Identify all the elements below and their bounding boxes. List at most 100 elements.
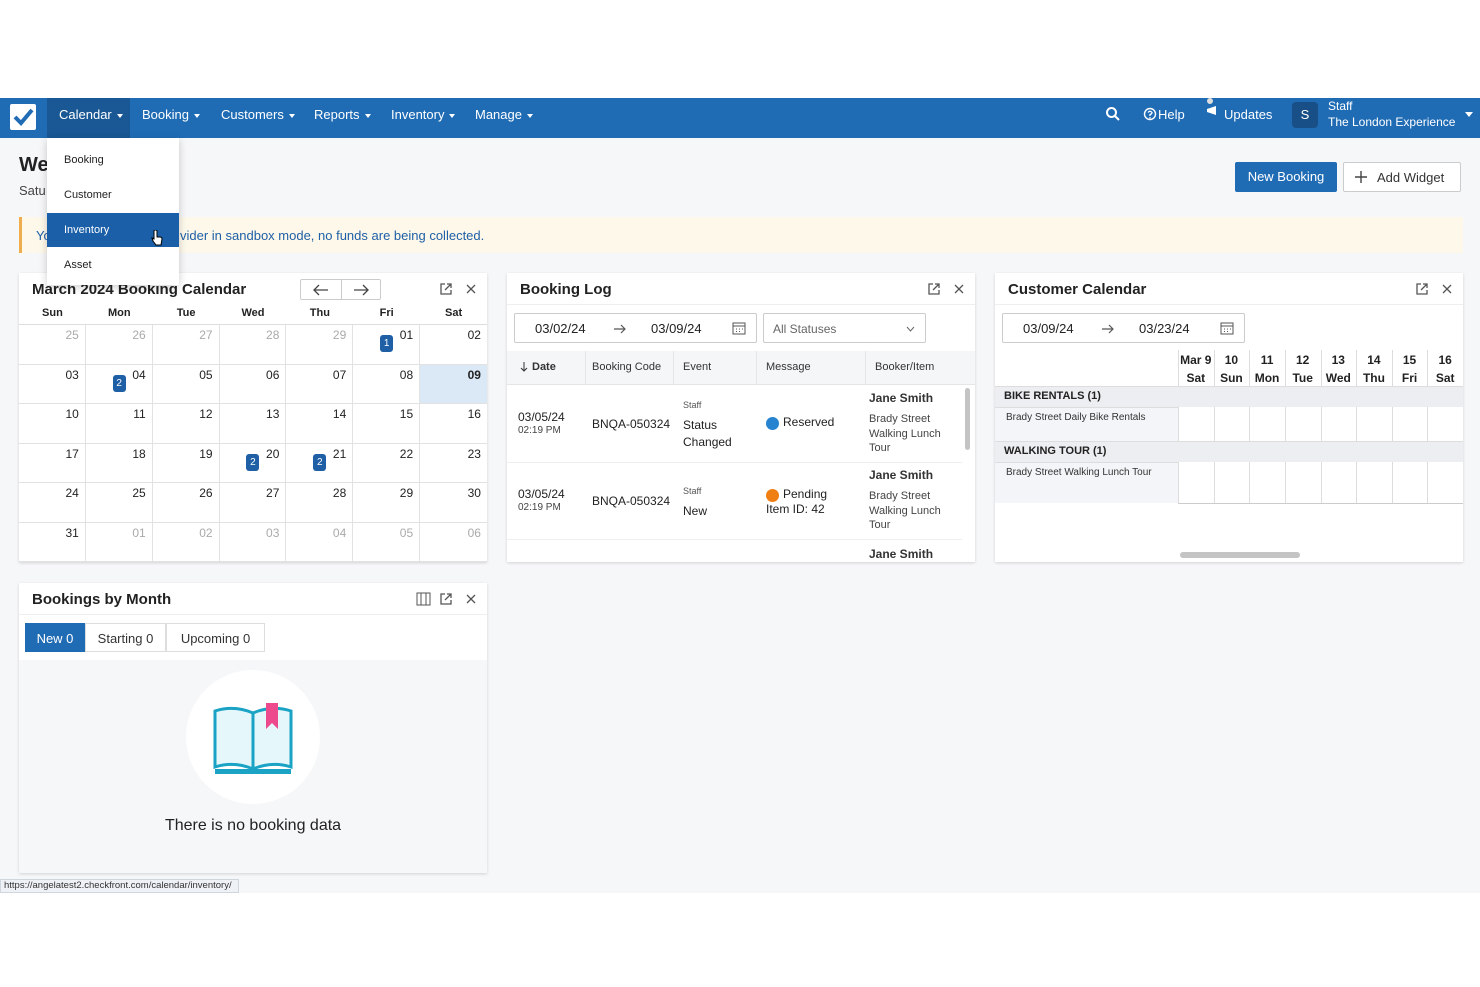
column-header[interactable]: Booking Code — [592, 361, 662, 373]
day-cell[interactable]: 01 — [85, 522, 153, 562]
day-cell[interactable]: 28 — [219, 325, 287, 365]
add-widget-button[interactable]: Add Widget — [1343, 162, 1461, 192]
column-header[interactable]: Booker/Item — [875, 361, 935, 373]
updates-link[interactable]: Updates — [1224, 107, 1273, 122]
day-cell[interactable]: 03 — [19, 364, 86, 404]
day-cell[interactable]: 01 1 — [353, 325, 421, 365]
column-header[interactable]: Event — [683, 361, 712, 373]
day-cell[interactable]: 30 — [420, 483, 487, 523]
day-cell[interactable]: 05 — [152, 364, 220, 404]
day-cell[interactable]: 25 — [85, 483, 153, 523]
day-cell[interactable]: 26 — [85, 325, 153, 365]
dropdown-item[interactable]: Booking — [47, 143, 179, 177]
tab[interactable]: New 0 — [25, 623, 85, 652]
nav-item[interactable]: Inventory — [379, 98, 463, 138]
nav-item[interactable]: Reports — [302, 98, 379, 138]
date-range[interactable]: 03/02/24 03/09/24 — [514, 313, 757, 343]
booking-count-badge[interactable]: 2 — [112, 374, 126, 392]
book-illustration[interactable] — [212, 701, 294, 775]
nav-item[interactable]: Customers — [209, 98, 302, 138]
next-month[interactable] — [353, 284, 369, 296]
day-cell[interactable]: 15 — [353, 404, 421, 444]
day-cell[interactable]: 09 — [420, 364, 487, 404]
logo[interactable] — [10, 104, 36, 130]
column-header[interactable]: Date — [532, 361, 556, 373]
day-cell[interactable]: 06 — [219, 364, 287, 404]
day-cell[interactable]: 02 — [420, 325, 487, 365]
popout-icon[interactable] — [927, 282, 941, 296]
status-select[interactable]: All Statuses — [763, 313, 926, 343]
item-name[interactable]: Brady Street Daily Bike Rentals — [1006, 412, 1146, 423]
day-cell[interactable]: 10 — [19, 404, 86, 444]
day-cell[interactable]: 03 — [219, 522, 287, 562]
day-cell[interactable]: 29 — [353, 483, 421, 523]
calendar-icon[interactable] — [732, 321, 746, 335]
day-cell[interactable]: 26 — [152, 483, 220, 523]
nav-item[interactable]: Booking — [130, 98, 209, 138]
tab[interactable]: Upcoming 0 — [166, 623, 265, 652]
day-cell[interactable]: 05 — [353, 522, 421, 562]
day-cell[interactable]: 08 — [353, 364, 421, 404]
tab[interactable]: Starting 0 — [85, 623, 166, 652]
new-booking-button[interactable]: New Booking — [1235, 162, 1337, 192]
dropdown-item[interactable]: Asset — [47, 248, 179, 282]
day-cell[interactable]: 12 — [152, 404, 220, 444]
close-icon[interactable] — [1441, 283, 1453, 295]
day-cell[interactable]: 24 — [19, 483, 86, 523]
account-caret[interactable] — [1465, 112, 1473, 118]
date-range[interactable]: 03/09/24 03/23/24 — [1002, 313, 1245, 343]
booking-code[interactable]: BNQA-050324 — [592, 417, 671, 431]
dropdown-item[interactable]: Customer — [47, 178, 179, 212]
day-cell[interactable]: 27 — [152, 325, 220, 365]
select-caret[interactable] — [906, 326, 915, 332]
cursor[interactable] — [151, 230, 163, 246]
booking-count-badge[interactable]: 2 — [246, 453, 260, 471]
day-cell[interactable]: 16 — [420, 404, 487, 444]
day-cell[interactable]: 27 — [219, 483, 287, 523]
booker-name[interactable]: Jane Smith — [869, 468, 934, 482]
range-arrow[interactable] — [1101, 323, 1115, 335]
calendar-icon[interactable] — [1220, 321, 1234, 335]
sort-icon[interactable] — [520, 362, 528, 372]
avatar[interactable]: S — [1292, 102, 1318, 128]
day-cell[interactable]: 13 — [219, 404, 287, 444]
day-cell[interactable]: 19 — [152, 443, 220, 483]
prev-month[interactable] — [313, 284, 329, 296]
day-cell[interactable]: 25 — [19, 325, 86, 365]
help-link[interactable]: Help — [1158, 107, 1185, 122]
day-cell[interactable]: 04 2 — [85, 364, 153, 404]
popout-icon[interactable] — [439, 592, 453, 606]
nav-item[interactable]: Manage — [463, 98, 535, 138]
day-cell[interactable]: 02 — [152, 522, 220, 562]
day-cell[interactable]: 28 — [286, 483, 354, 523]
close-icon[interactable] — [953, 283, 965, 295]
booking-code[interactable]: BNQA-050324 — [592, 494, 671, 508]
booker-name[interactable]: Jane Smith — [869, 547, 934, 561]
plus-icon[interactable] — [1354, 170, 1368, 184]
day-cell[interactable]: 21 2 — [286, 443, 354, 483]
nav-item[interactable]: Calendar — [47, 98, 130, 138]
range-arrow[interactable] — [613, 323, 627, 335]
booking-count-badge[interactable]: 2 — [313, 453, 327, 471]
day-cell[interactable]: 07 — [286, 364, 354, 404]
popout-icon[interactable] — [1415, 282, 1429, 296]
day-cell[interactable]: 31 — [19, 522, 86, 562]
close-icon[interactable] — [465, 593, 477, 605]
day-cell[interactable]: 11 — [85, 404, 153, 444]
popout-icon[interactable] — [439, 282, 453, 296]
column-header[interactable]: Message — [766, 361, 811, 373]
day-cell[interactable]: 04 — [286, 522, 354, 562]
booking-count-badge[interactable]: 1 — [380, 335, 394, 352]
close-icon[interactable] — [465, 283, 477, 295]
day-cell[interactable]: 14 — [286, 404, 354, 444]
day-cell[interactable]: 29 — [286, 325, 354, 365]
chart-toggle[interactable] — [416, 592, 431, 606]
booker-name[interactable]: Jane Smith — [869, 391, 934, 405]
day-cell[interactable]: 18 — [85, 443, 153, 483]
day-cell[interactable]: 17 — [19, 443, 86, 483]
search-icon[interactable] — [1105, 106, 1121, 122]
day-cell[interactable]: 06 — [420, 522, 487, 562]
day-cell[interactable]: 22 — [353, 443, 421, 483]
day-cell[interactable]: 20 2 — [219, 443, 287, 483]
day-cell[interactable]: 23 — [420, 443, 487, 483]
